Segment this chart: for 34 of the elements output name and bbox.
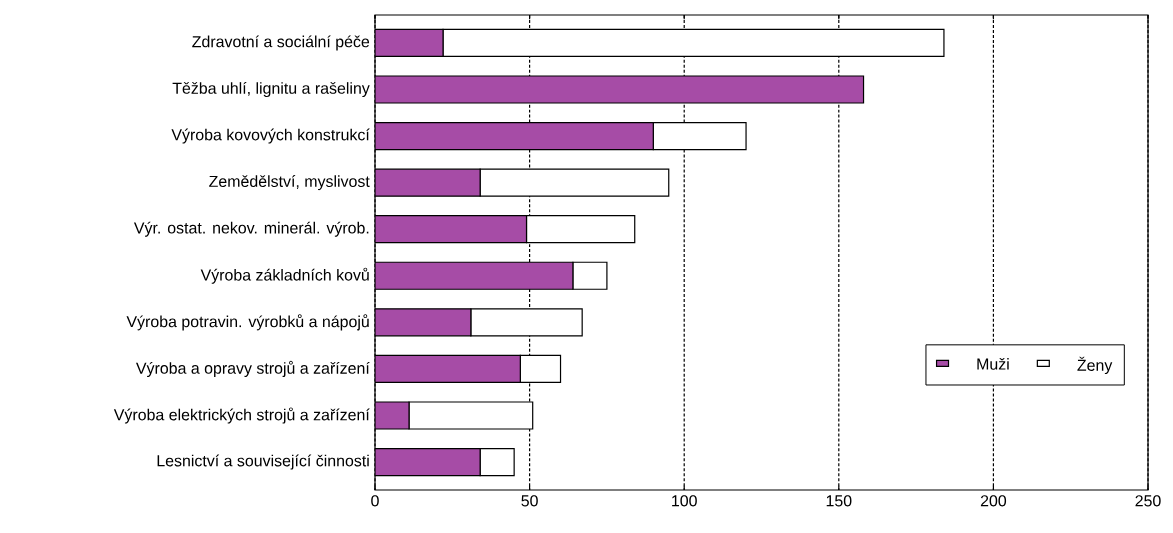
legend-label: Ženy xyxy=(1077,356,1113,375)
x-tick-label: 50 xyxy=(521,495,538,507)
bar xyxy=(479,168,670,197)
y-tick-label: Výroba potravin. výrobků a nápojů xyxy=(126,314,369,331)
y-tick-label: Zemědělství, myslivost xyxy=(209,175,370,191)
y-tick-label: Výroba elektrických strojů a zařízení xyxy=(113,407,370,424)
x-tick-label: 250 xyxy=(1135,495,1161,507)
y-tick-label: Výr. ostat. nekov. minerál. výrob. xyxy=(133,221,369,237)
bar xyxy=(408,401,534,430)
x-tick-label: 150 xyxy=(826,495,852,507)
y-tick-label: Zdravotní a sociální péče xyxy=(192,35,370,51)
y-tick-label: Těžba uhlí, lignitu a rašeliny xyxy=(172,81,370,98)
bar xyxy=(652,121,747,151)
bar xyxy=(375,308,472,337)
x-tick-label: 100 xyxy=(672,495,697,507)
y-tick-label: Výroba kovových konstrukcí xyxy=(171,128,370,144)
legend-label: Muži xyxy=(977,357,1009,370)
y-tick-label: Výroba základních kovů xyxy=(200,267,369,284)
x-tick-label: 0 xyxy=(371,495,379,507)
bar xyxy=(375,75,865,104)
y-tick-label: Výroba a opravy strojů a zařízení xyxy=(135,360,370,377)
bar xyxy=(519,354,562,384)
bar xyxy=(375,215,528,244)
bar xyxy=(375,168,481,197)
bar xyxy=(375,447,481,477)
bar xyxy=(375,261,574,290)
bar xyxy=(470,308,583,337)
bar xyxy=(375,354,521,384)
y-tick-label: Lesnictví a související činnosti xyxy=(157,454,369,470)
x-tick-label: 200 xyxy=(980,495,1007,507)
bar xyxy=(572,261,608,290)
bar xyxy=(375,121,654,151)
bar xyxy=(375,28,444,58)
bar xyxy=(525,215,636,244)
